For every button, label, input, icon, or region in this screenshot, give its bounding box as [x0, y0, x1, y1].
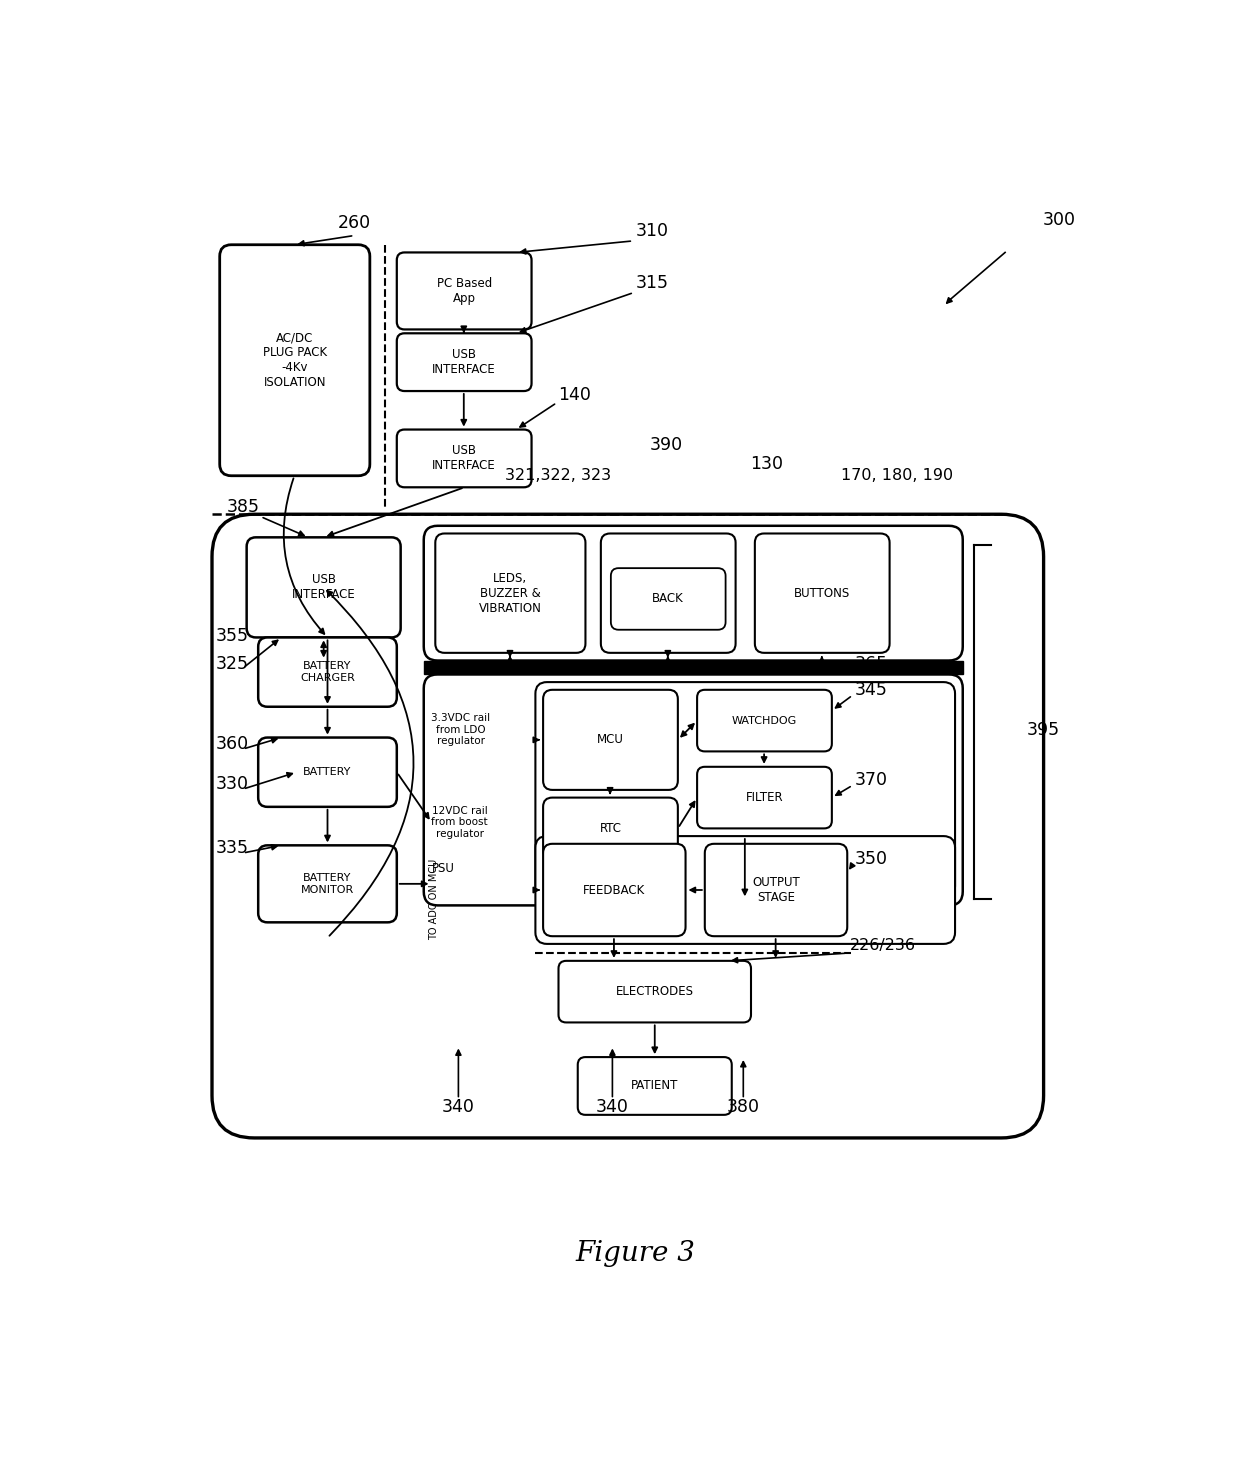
- Text: RTC: RTC: [599, 822, 621, 835]
- Text: 12VDC rail
from boost
regulator: 12VDC rail from boost regulator: [432, 806, 489, 839]
- Text: 370: 370: [854, 770, 888, 789]
- Text: 385: 385: [226, 497, 259, 516]
- FancyBboxPatch shape: [258, 637, 397, 706]
- Text: USB
INTERFACE: USB INTERFACE: [433, 444, 496, 472]
- Text: PC Based
App: PC Based App: [436, 276, 492, 306]
- Text: MCU: MCU: [596, 734, 624, 746]
- Text: BUTTONS: BUTTONS: [794, 586, 851, 599]
- Text: PSU: PSU: [432, 863, 454, 874]
- FancyBboxPatch shape: [247, 538, 401, 637]
- FancyBboxPatch shape: [424, 674, 962, 905]
- FancyBboxPatch shape: [704, 844, 847, 936]
- FancyBboxPatch shape: [258, 737, 397, 807]
- Text: 360: 360: [216, 735, 249, 753]
- Text: OUTPUT
STAGE: OUTPUT STAGE: [753, 876, 800, 904]
- FancyBboxPatch shape: [697, 690, 832, 751]
- FancyBboxPatch shape: [435, 534, 585, 654]
- Text: USB
INTERFACE: USB INTERFACE: [291, 573, 356, 601]
- FancyBboxPatch shape: [558, 961, 751, 1022]
- Text: FILTER: FILTER: [745, 791, 784, 804]
- Bar: [424, 661, 962, 674]
- Text: 140: 140: [558, 386, 591, 404]
- FancyBboxPatch shape: [543, 798, 678, 860]
- Text: FEEDBACK: FEEDBACK: [583, 883, 646, 896]
- FancyBboxPatch shape: [578, 1057, 732, 1116]
- FancyBboxPatch shape: [258, 845, 397, 923]
- FancyBboxPatch shape: [212, 515, 1044, 1137]
- Text: USB
INTERFACE: USB INTERFACE: [433, 348, 496, 376]
- Text: 3.3VDC rail
from LDO
regulator: 3.3VDC rail from LDO regulator: [432, 713, 491, 747]
- Text: BATTERY
CHARGER: BATTERY CHARGER: [300, 661, 355, 683]
- FancyBboxPatch shape: [536, 836, 955, 944]
- Text: 226/236: 226/236: [849, 939, 915, 953]
- FancyBboxPatch shape: [397, 333, 532, 390]
- FancyBboxPatch shape: [601, 534, 735, 654]
- Text: BATTERY: BATTERY: [304, 768, 352, 778]
- FancyBboxPatch shape: [543, 844, 686, 936]
- FancyBboxPatch shape: [543, 690, 678, 789]
- Text: 335: 335: [216, 839, 249, 857]
- Text: Figure 3: Figure 3: [575, 1240, 696, 1268]
- Text: 380: 380: [727, 1098, 760, 1116]
- FancyBboxPatch shape: [424, 526, 962, 661]
- FancyBboxPatch shape: [755, 534, 889, 654]
- Text: AC/DC
PLUG PACK
-4Kv
ISOLATION: AC/DC PLUG PACK -4Kv ISOLATION: [263, 332, 327, 389]
- FancyBboxPatch shape: [219, 244, 370, 475]
- FancyBboxPatch shape: [397, 253, 532, 329]
- Text: 395: 395: [1027, 721, 1060, 738]
- Text: BACK: BACK: [652, 592, 684, 605]
- Text: LCD: LCD: [657, 588, 680, 598]
- Text: 350: 350: [854, 851, 888, 868]
- Text: 170, 180, 190: 170, 180, 190: [841, 468, 954, 484]
- Text: PATIENT: PATIENT: [631, 1079, 678, 1092]
- Text: 345: 345: [854, 681, 888, 699]
- Text: TO ADC ON MCU: TO ADC ON MCU: [429, 858, 439, 940]
- Text: 325: 325: [216, 655, 249, 674]
- Text: WATCHDOG: WATCHDOG: [732, 715, 797, 725]
- Text: 355: 355: [216, 627, 249, 645]
- Text: 310: 310: [635, 222, 668, 240]
- Text: 330: 330: [216, 775, 249, 792]
- FancyBboxPatch shape: [697, 766, 832, 829]
- Text: 365: 365: [854, 655, 888, 674]
- Text: BATTERY
MONITOR: BATTERY MONITOR: [301, 873, 355, 895]
- FancyBboxPatch shape: [397, 430, 532, 487]
- Text: 340: 340: [596, 1098, 629, 1116]
- Text: 321,322, 323: 321,322, 323: [506, 468, 611, 484]
- Text: 260: 260: [337, 213, 371, 232]
- Text: LEDS,
BUZZER &
VIBRATION: LEDS, BUZZER & VIBRATION: [479, 572, 542, 614]
- FancyBboxPatch shape: [536, 683, 955, 898]
- Text: 300: 300: [1043, 211, 1075, 230]
- Text: 340: 340: [441, 1098, 475, 1116]
- Text: 315: 315: [635, 275, 668, 292]
- Text: ELECTRODES: ELECTRODES: [616, 985, 693, 999]
- Text: 390: 390: [650, 436, 683, 453]
- Text: 130: 130: [750, 455, 782, 474]
- FancyBboxPatch shape: [611, 569, 725, 630]
